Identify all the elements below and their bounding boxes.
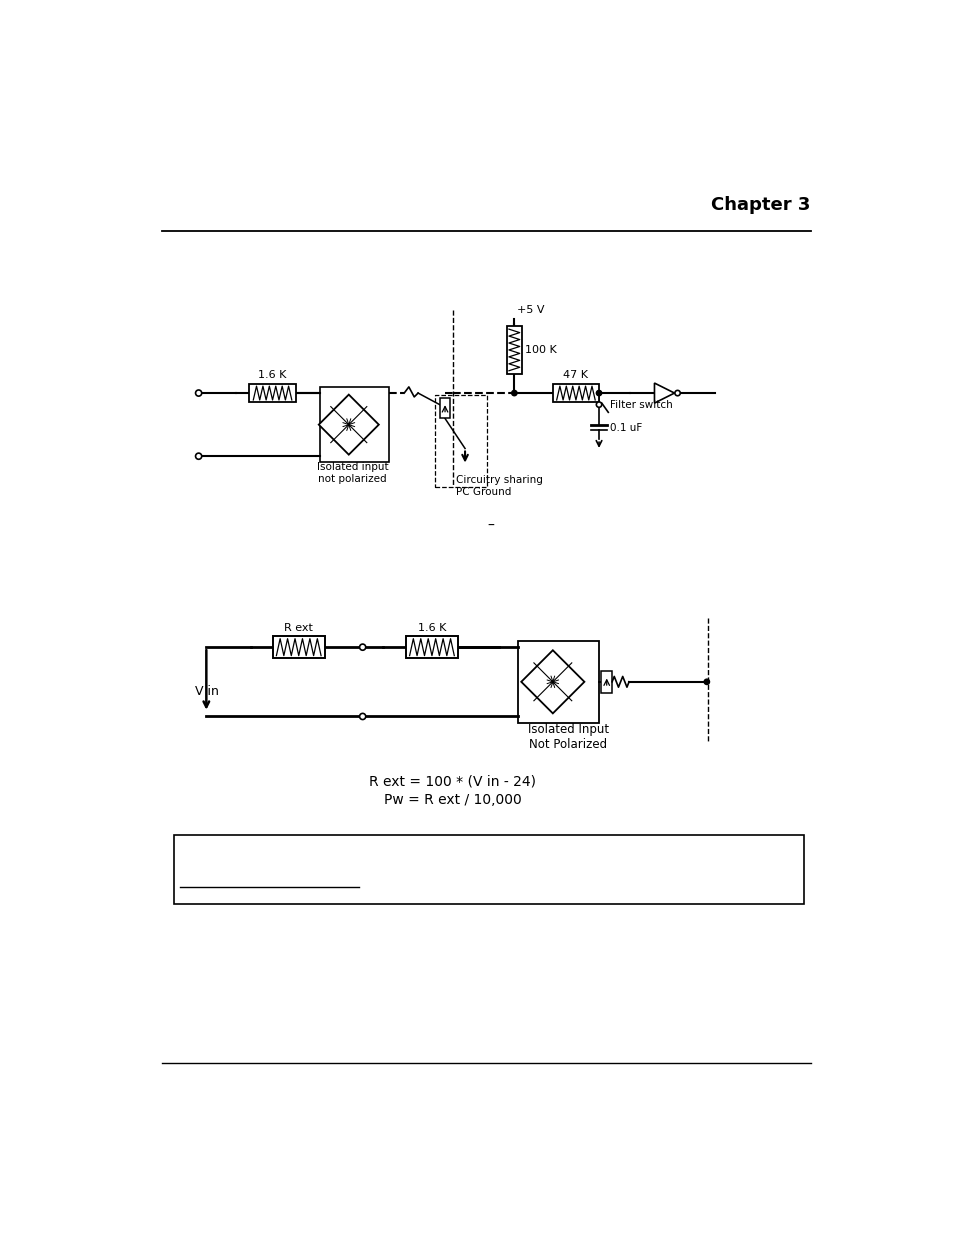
Circle shape — [703, 679, 709, 684]
Bar — [405, 636, 457, 658]
Bar — [173, 835, 803, 904]
Text: Circuitry sharing
PC Ground: Circuitry sharing PC Ground — [456, 475, 542, 496]
Bar — [273, 636, 325, 658]
Circle shape — [195, 453, 201, 459]
Circle shape — [596, 390, 601, 395]
Circle shape — [359, 714, 365, 720]
Text: 1.6 K: 1.6 K — [417, 622, 446, 632]
Bar — [517, 641, 598, 722]
Polygon shape — [318, 395, 378, 454]
Text: Isolated input
not polarized: Isolated input not polarized — [316, 462, 388, 484]
Text: –: – — [487, 519, 495, 532]
Text: Chapter 3: Chapter 3 — [711, 195, 810, 214]
Text: R ext = 100 * (V in - 24): R ext = 100 * (V in - 24) — [369, 774, 536, 788]
Circle shape — [359, 645, 365, 651]
Text: 47 K: 47 K — [563, 370, 588, 380]
Circle shape — [511, 390, 517, 395]
Text: Pw = R ext / 10,000: Pw = R ext / 10,000 — [383, 793, 521, 808]
Text: +5 V: +5 V — [517, 305, 543, 315]
Text: V in: V in — [194, 684, 218, 698]
Bar — [435, 395, 487, 487]
Circle shape — [195, 390, 201, 396]
Bar — [249, 384, 295, 403]
Text: Isolated Input
Not Polarized: Isolated Input Not Polarized — [527, 722, 608, 751]
Text: 0.1 uF: 0.1 uF — [609, 422, 641, 432]
Polygon shape — [654, 383, 674, 403]
Bar — [506, 326, 521, 374]
Bar — [319, 387, 389, 462]
Text: Filter switch: Filter switch — [609, 400, 672, 410]
Bar — [600, 671, 612, 693]
Circle shape — [674, 390, 679, 395]
Polygon shape — [520, 651, 584, 714]
Circle shape — [596, 401, 601, 408]
Bar — [439, 399, 450, 419]
Text: R ext: R ext — [284, 622, 313, 632]
Text: 100 K: 100 K — [524, 345, 557, 354]
Bar — [552, 384, 598, 403]
Text: 1.6 K: 1.6 K — [258, 370, 287, 380]
